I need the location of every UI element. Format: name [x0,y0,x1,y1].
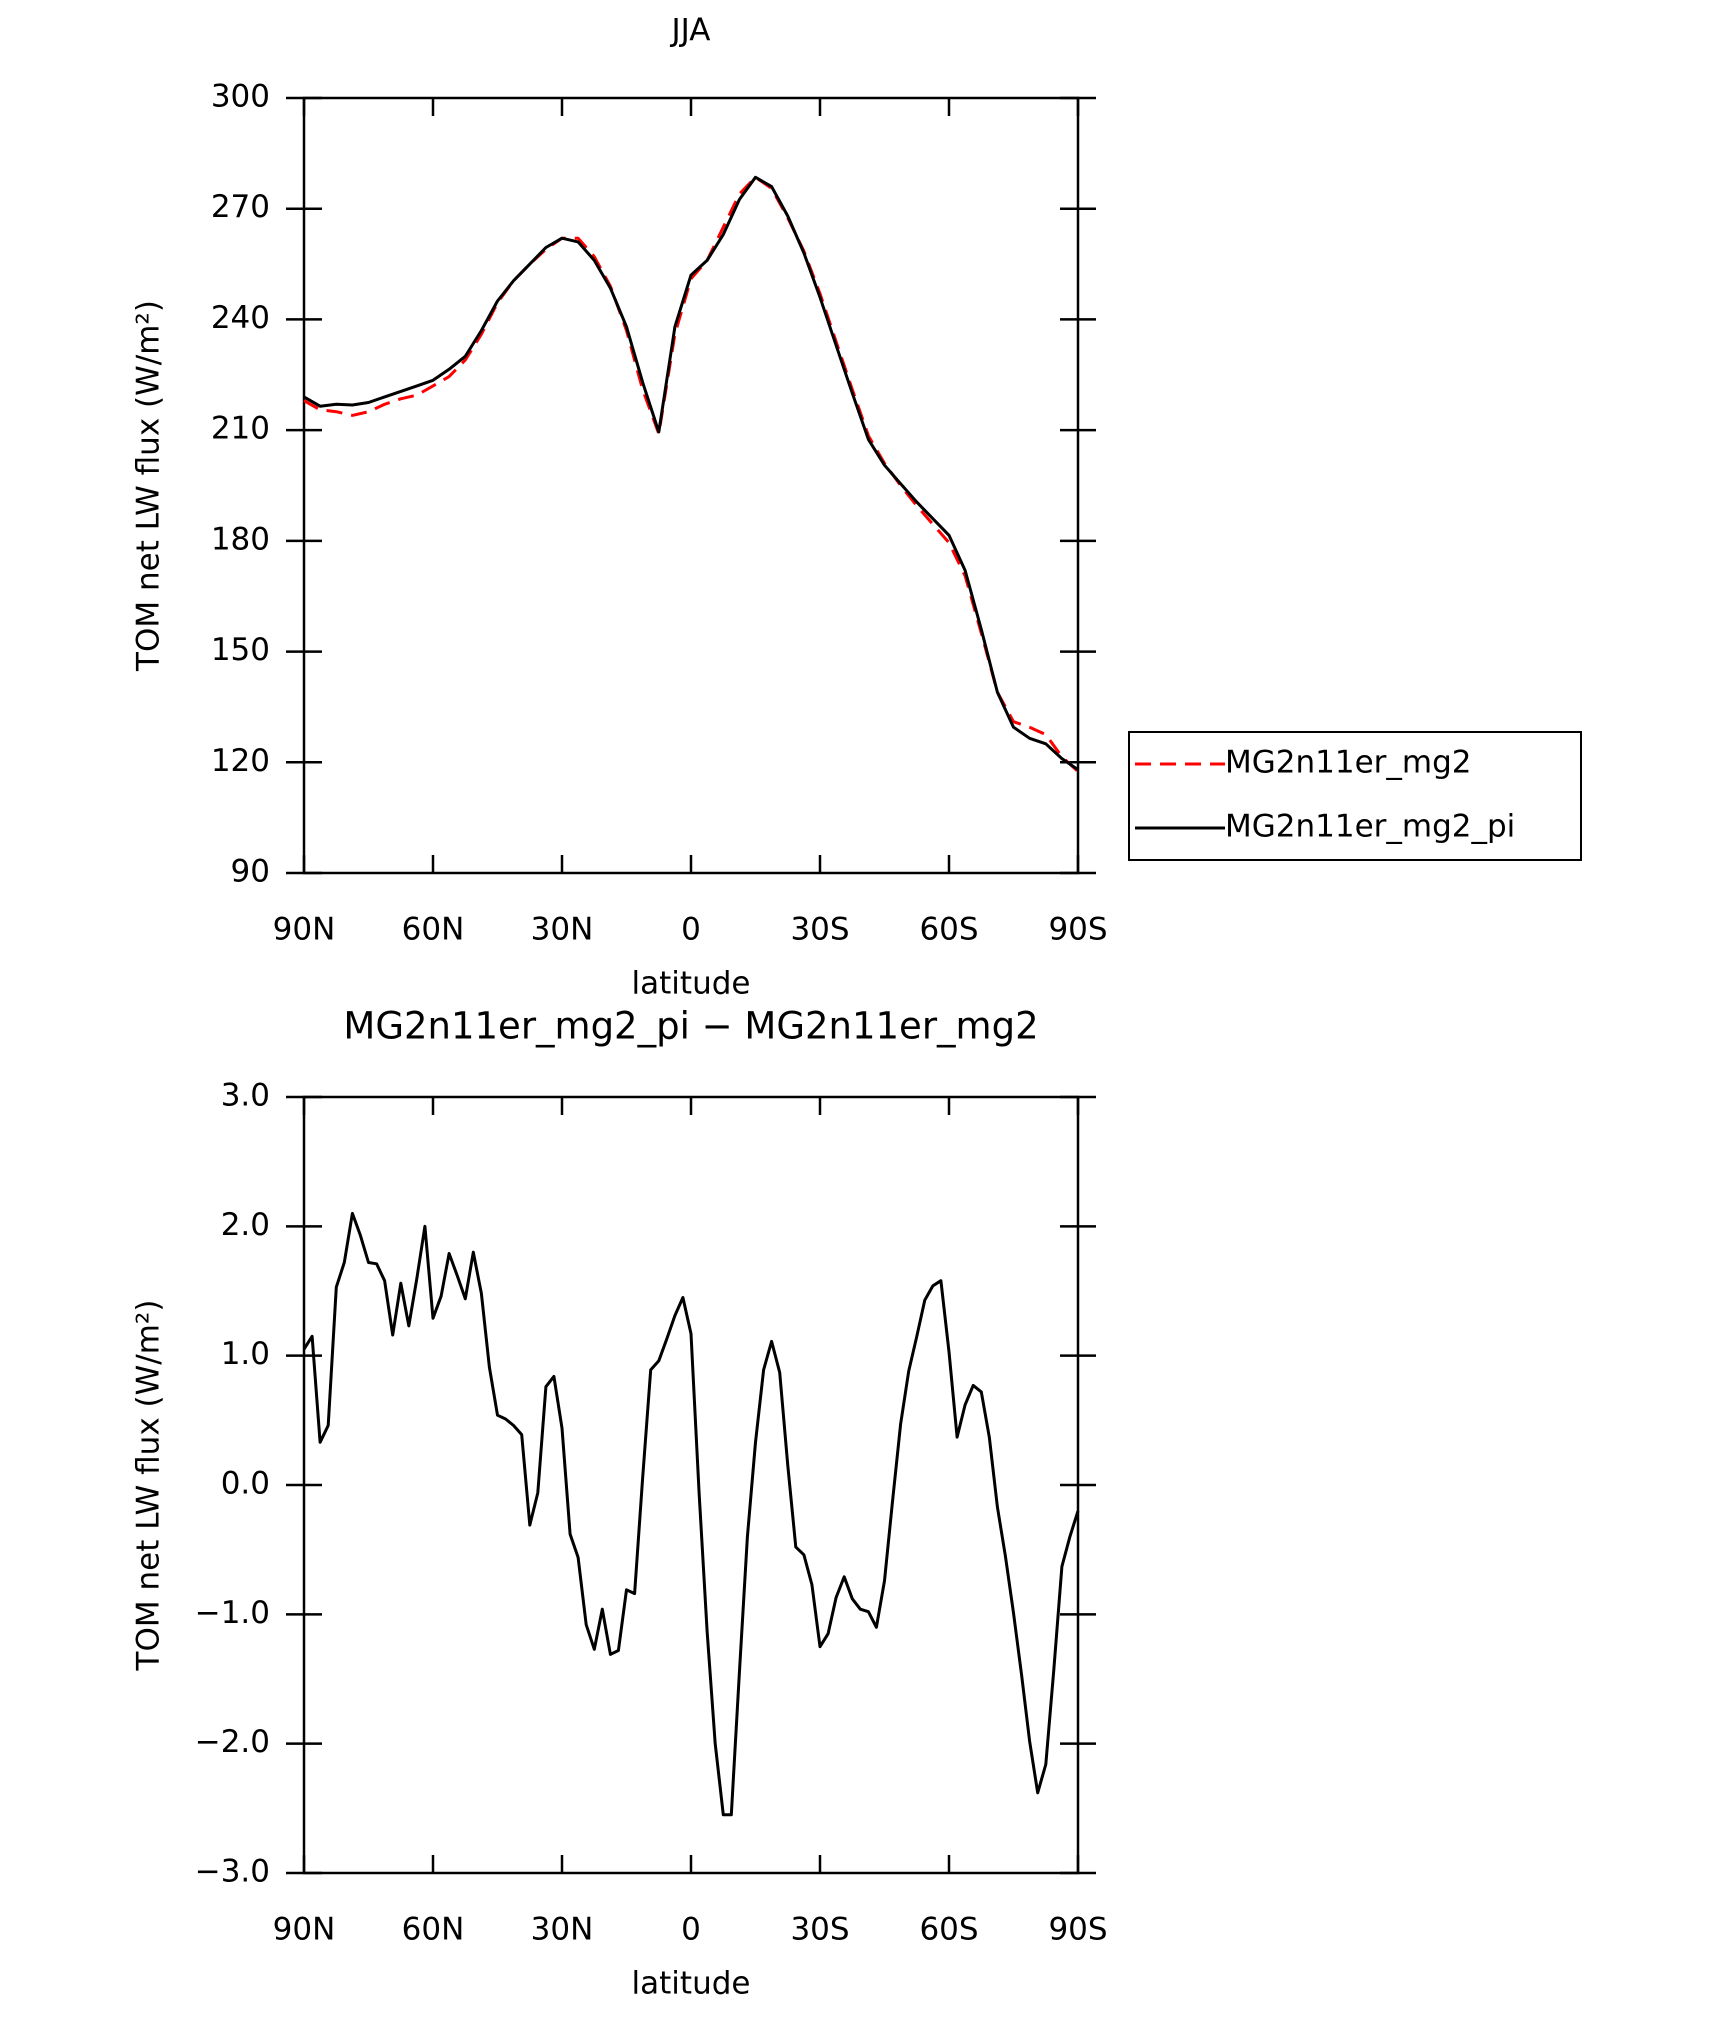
series-line [303,175,1080,773]
x-tick-label: 0 [681,912,701,948]
y-tick-label: 210 [211,411,270,447]
legend-box [1128,731,1582,861]
y-tick-label: −2.0 [195,1724,270,1760]
x-tick-label: 60S [919,1912,978,1948]
x-tick-label: 90S [1048,912,1107,948]
plot-frame [302,96,1080,875]
x-tick-label: 30S [790,912,849,948]
y-tick-label: 150 [211,632,270,668]
y-tick-label: 120 [211,743,270,779]
x-tick-label: 0 [681,1912,701,1948]
y-tick-label: 90 [231,854,270,890]
plot-frame [302,1095,1080,1875]
y-tick-label: 3.0 [221,1078,270,1114]
y-axis-label: TOM net LW flux (W/m²) [131,300,167,672]
x-tick-label: 30N [531,912,594,948]
y-tick-label: 2.0 [221,1207,270,1243]
x-axis-label: latitude [632,966,751,1002]
y-tick-label: 240 [211,300,270,336]
legend-label: MG2n11er_mg2_pi [1225,809,1515,845]
y-tick-label: 270 [211,189,270,225]
x-tick-label: 90S [1048,1912,1107,1948]
y-tick-label: 0.0 [221,1466,270,1502]
x-tick-label: 30N [531,1912,594,1948]
y-tick-label: −1.0 [195,1595,270,1631]
chart-title: JJA [670,13,711,49]
x-tick-label: 90N [273,1912,336,1948]
x-tick-label: 60N [402,912,465,948]
y-tick-label: −3.0 [195,1854,270,1890]
chart-title: MG2n11er_mg2_pi − MG2n11er_mg2 [343,1005,1038,1048]
x-tick-label: 90N [273,912,336,948]
series-line [302,1211,1080,1817]
x-tick-label: 60S [919,912,978,948]
x-tick-label: 60N [402,1912,465,1948]
legend-label: MG2n11er_mg2 [1225,745,1472,781]
y-tick-label: 180 [211,521,270,557]
y-tick-label: 1.0 [221,1336,270,1372]
x-axis-label: latitude [632,1966,751,2002]
y-tick-label: 300 [211,79,270,115]
x-tick-label: 30S [790,1912,849,1948]
series-line [303,175,1079,771]
y-axis-label: TOM net LW flux (W/m²) [131,1300,167,1672]
